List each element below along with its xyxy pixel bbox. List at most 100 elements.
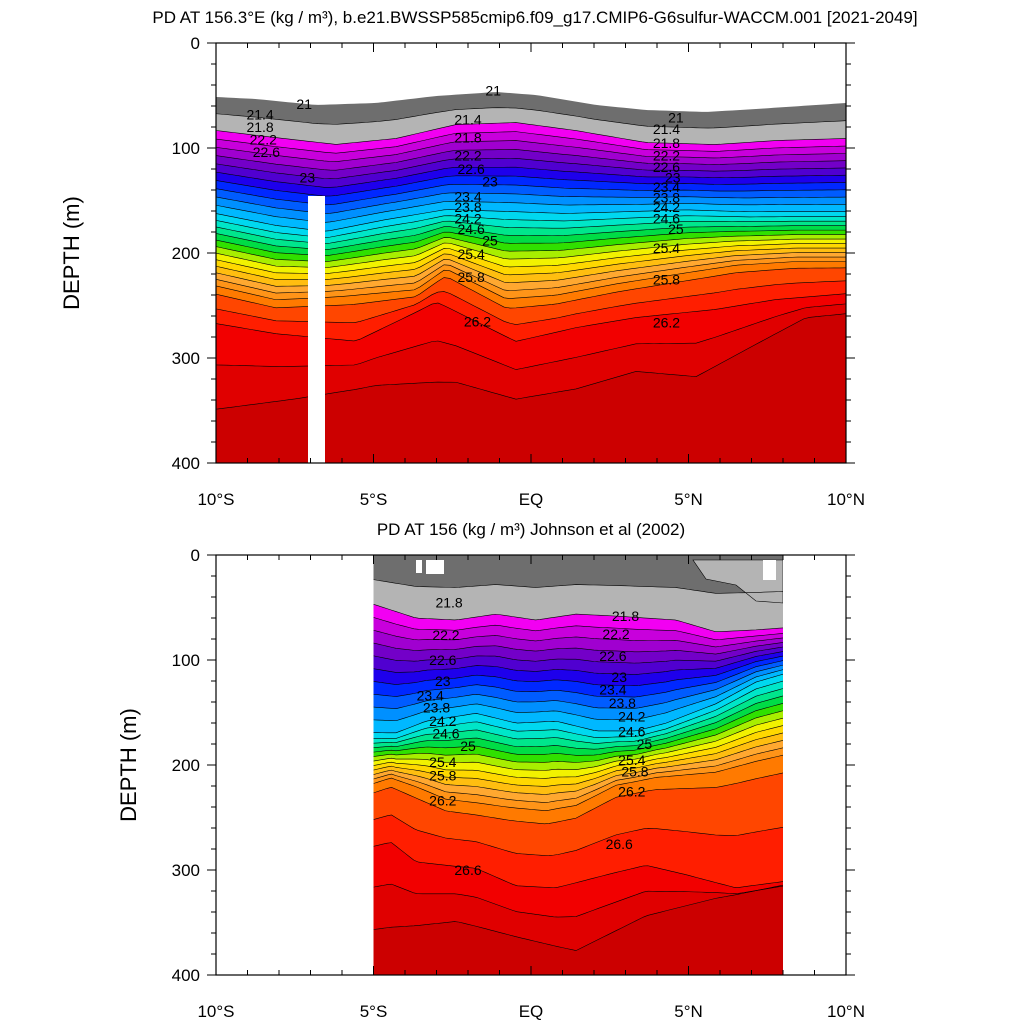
contour-band: [373, 740, 783, 803]
contour-band: [373, 814, 783, 888]
bottom-contour-fills: [373, 555, 783, 975]
contour-band: [373, 617, 783, 647]
bottom-missing-patch: [416, 560, 422, 573]
contour-band: [216, 257, 846, 300]
contour-label: 21.8: [454, 130, 481, 146]
contour-label: 25.8: [429, 768, 456, 784]
contour-label: 21.4: [653, 121, 680, 137]
contour-label: 22.2: [250, 132, 277, 148]
bottom-xtick-label: 5°S: [360, 1002, 388, 1021]
top-axis-ticks: [207, 42, 855, 464]
contour-line: [373, 651, 783, 675]
contour-band: [216, 252, 846, 294]
contour-band: [216, 248, 846, 287]
contour-line: [373, 629, 783, 648]
contour-label: 21.8: [246, 119, 273, 135]
contour-label: 22.6: [253, 144, 280, 160]
contour-line: [216, 175, 846, 197]
contour-label: 24.2: [653, 199, 680, 215]
contour-band: [216, 92, 846, 129]
top-xtick-label: 10°S: [197, 490, 234, 509]
contour-label: 23: [665, 169, 681, 185]
contour-band: [216, 107, 846, 145]
contour-band: [373, 710, 783, 771]
contour-label: 21.8: [435, 594, 462, 610]
contour-label: 21: [296, 96, 312, 112]
contour-band: [216, 149, 846, 179]
contour-band: [373, 555, 783, 594]
top-xtick-label: 5°S: [360, 490, 388, 509]
contour-label: 21.8: [653, 135, 680, 151]
contour-band: [216, 122, 846, 154]
contour-band: [373, 695, 783, 756]
contour-label: 25.8: [621, 763, 648, 779]
contour-band: [216, 267, 846, 325]
contour-band: [373, 651, 783, 686]
contour-band: [373, 718, 783, 779]
contour-label: 24.6: [618, 723, 645, 739]
contour-line: [373, 664, 783, 709]
contour-label: 25: [637, 736, 653, 752]
top-ytick-label: 300: [172, 349, 200, 368]
contour-line: [373, 695, 783, 750]
top-y-axis-label: DEPTH (m): [59, 196, 84, 310]
contour-band: [216, 261, 846, 309]
contour-label: 23.4: [599, 681, 626, 697]
bottom-ytick-label: 400: [172, 966, 200, 985]
bottom-xtick-label: 10°N: [827, 1002, 865, 1021]
bottom-ytick-label: 300: [172, 861, 200, 880]
top-ytick-label: 200: [172, 244, 200, 263]
contour-band: [216, 158, 846, 188]
contour-label: 26.6: [606, 836, 633, 852]
contour-line: [373, 660, 783, 698]
contour-band: [216, 243, 846, 280]
contour-line: [216, 140, 846, 162]
contour-line: [373, 688, 783, 744]
contour-band: [216, 140, 846, 171]
bottom-missing-patch: [426, 560, 444, 574]
contour-label: 21.4: [454, 112, 481, 128]
contour-line: [373, 884, 783, 951]
contour-label: 25.4: [458, 246, 485, 262]
contour-line: [216, 131, 846, 154]
contour-band: [216, 230, 846, 262]
contour-band: [373, 725, 783, 787]
contour-band: [373, 681, 783, 744]
contour-band: [373, 604, 783, 640]
bottom-contour-labels: 21.822.222.62323.423.824.224.62525.425.8…: [417, 594, 653, 878]
contour-line: [373, 814, 783, 856]
bottom-title: PD AT 156 (kg / m³) Johnson et al (2002): [377, 520, 685, 539]
contour-label: 23.4: [454, 188, 481, 204]
contour-line: [373, 642, 783, 655]
contour-band: [216, 313, 846, 463]
top-ytick-label: 0: [191, 34, 200, 53]
contour-label: 21.4: [246, 106, 273, 122]
contour-line: [373, 772, 783, 825]
contour-band: [216, 184, 846, 214]
contour-line: [373, 725, 783, 779]
contour-label: 22.6: [458, 161, 485, 177]
contour-label: 23: [482, 174, 498, 190]
top-y-tick-labels: 0 100 200 300 400: [172, 34, 200, 473]
contour-line: [373, 842, 783, 888]
contour-label: 25.4: [429, 754, 456, 770]
bottom-ytick-label: 200: [172, 756, 200, 775]
contour-line: [373, 717, 783, 771]
contour-band: [216, 209, 846, 238]
top-xtick-label: 10°N: [827, 490, 865, 509]
contour-line: [216, 158, 846, 179]
contour-band: [373, 579, 783, 632]
contour-band: [373, 665, 783, 721]
contour-label: 23.8: [609, 695, 636, 711]
contour-label: 23.8: [653, 189, 680, 205]
contour-line: [373, 740, 783, 795]
contour-label: 21: [485, 82, 501, 98]
contour-band: [216, 239, 846, 274]
contour-line: [373, 655, 783, 687]
contour-line: [373, 754, 783, 811]
bottom-y-tick-labels: 0 100 200 300 400: [172, 546, 200, 985]
contour-label: 25.8: [458, 269, 485, 285]
top-xtick-label: EQ: [519, 490, 544, 509]
contour-band: [216, 215, 846, 244]
